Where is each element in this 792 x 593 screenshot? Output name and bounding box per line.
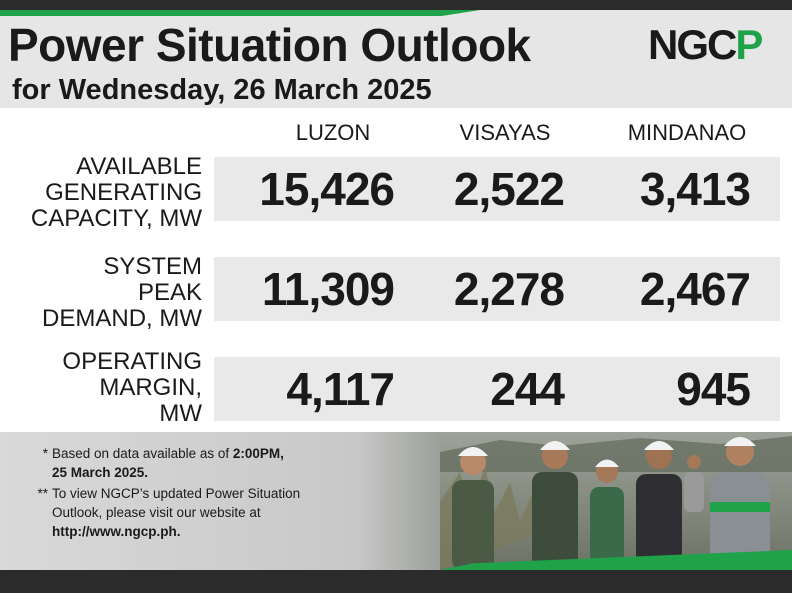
column-header-visayas: VISAYAS	[459, 120, 551, 145]
row-label-line: AVAILABLE	[76, 153, 202, 180]
worker-figure	[590, 459, 624, 570]
value-luzon-capacity: 15,426	[259, 163, 395, 215]
footnote-date: 25 March 2025.	[52, 465, 149, 480]
column-header-mindanao: MINDANAO	[627, 120, 747, 145]
row-label-line: MW	[159, 400, 202, 427]
value-luzon-margin: 4,117	[286, 363, 395, 415]
worker-figure	[710, 437, 770, 570]
footnote-data-time: * Based on data available as of 2:00PM, …	[30, 444, 360, 482]
worker-figure	[636, 441, 682, 570]
footnote-mark: *	[42, 446, 48, 461]
row-label-available-capacity: AVAILABLE GENERATING CAPACITY, MW	[31, 154, 202, 232]
worker-figure	[684, 455, 704, 512]
row-band	[214, 257, 780, 321]
footnotes: * Based on data available as of 2:00PM, …	[30, 444, 360, 541]
row-label-line: CAPACITY, MW	[30, 205, 202, 232]
row-label-line: MARGIN,	[99, 374, 202, 401]
value-visayas-capacity: 2,522	[453, 163, 565, 215]
row-band	[214, 157, 780, 221]
top-bar	[0, 0, 792, 10]
value-visayas-demand: 2,278	[453, 263, 565, 315]
value-mindanao-capacity: 3,413	[639, 163, 751, 215]
bottom-bar	[0, 570, 792, 593]
page-subtitle: for Wednesday, 26 March 2025	[12, 74, 432, 106]
footnote-text: Outlook, please visit our website at	[52, 505, 261, 520]
row-label-peak-demand: SYSTEM PEAK DEMAND, MW	[42, 254, 202, 332]
worker-figure	[452, 447, 494, 570]
row-label-line: DEMAND, MW	[42, 305, 202, 332]
ngcp-logo: NGCP	[648, 21, 763, 68]
header: Power Situation Outlook for Wednesday, 2…	[0, 10, 792, 108]
row-label-line: PEAK	[137, 279, 202, 306]
field-crew-photo	[440, 432, 792, 570]
row-band	[214, 357, 780, 421]
footer-section: * Based on data available as of 2:00PM, …	[0, 432, 792, 570]
row-label-operating-margin: OPERATING MARGIN, MW	[62, 349, 202, 427]
footnote-text: Based on data available as of	[52, 446, 233, 461]
footnote-website: ** To view NGCP’s updated Power Situatio…	[30, 484, 360, 541]
logo-text: NGC	[648, 21, 737, 68]
row-label-line: SYSTEM	[103, 253, 202, 280]
value-mindanao-margin: 945	[676, 363, 751, 415]
accent-stripe	[0, 10, 480, 16]
footnote-time: 2:00PM,	[232, 446, 284, 461]
value-visayas-margin: 244	[490, 363, 565, 415]
page-title: Power Situation Outlook	[8, 19, 531, 71]
value-mindanao-demand: 2,467	[639, 263, 751, 315]
logo-text-accent: P	[735, 21, 763, 68]
footnote-text: To view NGCP’s updated Power Situation	[52, 486, 301, 501]
footnote-mark: **	[37, 486, 48, 501]
worker-figure	[532, 441, 578, 570]
column-header-luzon: LUZON	[295, 120, 371, 145]
value-luzon-demand: 11,309	[261, 263, 395, 315]
row-label-line: OPERATING	[62, 348, 202, 375]
row-label-line: GENERATING	[45, 179, 202, 206]
website-link[interactable]: http://www.ngcp.ph.	[52, 524, 181, 539]
